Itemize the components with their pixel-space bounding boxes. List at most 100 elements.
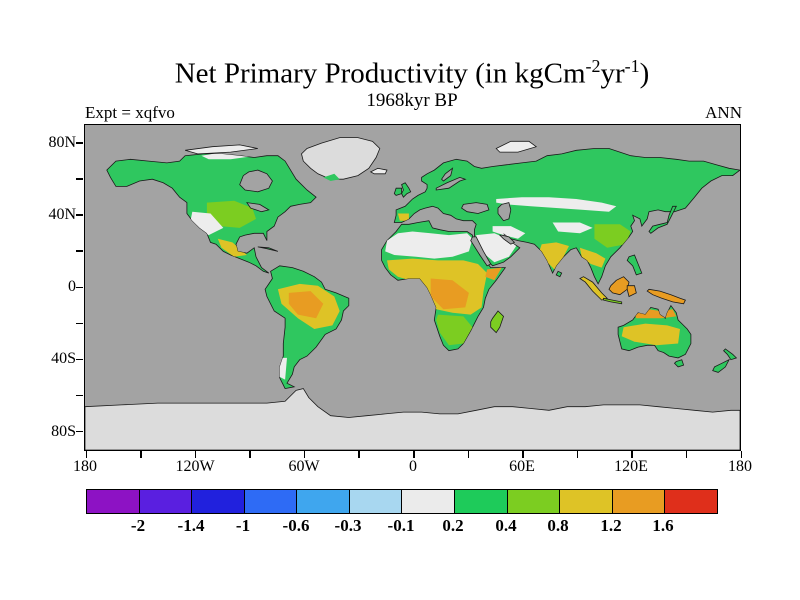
inland-sea-7 <box>470 236 492 267</box>
y-axis-tick <box>76 142 83 144</box>
x-axis-tick <box>85 451 87 458</box>
y-axis-tick <box>76 178 83 180</box>
colorbar-label-1: -1.4 <box>177 516 205 535</box>
npp-region-7 <box>385 231 473 259</box>
npp-region-5 <box>288 291 324 319</box>
npp-region-16 <box>539 242 569 270</box>
colorbar-segment-5 <box>349 490 403 513</box>
x-axis-tick <box>358 451 360 458</box>
island-4 <box>184 144 258 155</box>
lon-label-180w: 180 <box>73 458 97 475</box>
inland-sea-2 <box>435 176 467 191</box>
colorbar-segment-1 <box>139 490 193 513</box>
inland-sea-6 <box>498 234 516 245</box>
npp-region-9 <box>430 278 469 310</box>
x-axis-tick <box>576 451 579 458</box>
npp-region-11 <box>485 267 502 281</box>
npp-region-0 <box>206 200 256 228</box>
npp-region-17 <box>579 247 606 268</box>
colorbar-label-10: 1.6 <box>652 516 674 535</box>
y-axis-tick <box>76 394 83 397</box>
npp-region-19 <box>397 213 409 221</box>
colorbar-segment-9 <box>560 490 613 513</box>
lon-label-60w: 60W <box>288 458 320 475</box>
npp-region-13 <box>492 226 526 239</box>
x-axis-tick <box>140 451 142 458</box>
title-text: Net Primary Productivity (in kgCm <box>174 57 586 90</box>
lat-label-80s: 80S <box>51 423 76 440</box>
colorbar-label-5: -0.1 <box>387 516 415 535</box>
island-6 <box>579 276 608 301</box>
island-1 <box>401 182 412 198</box>
npp-region-10 <box>436 314 473 346</box>
lon-label-120w: 120W <box>175 458 215 475</box>
season-label: ANN <box>705 103 742 122</box>
title-superscript-2: -1 <box>624 56 640 76</box>
inland-sea-0 <box>239 169 273 193</box>
colorbar-segment-6 <box>402 490 456 513</box>
y-axis-tick <box>76 322 83 325</box>
npp-region-2 <box>217 238 247 257</box>
greenland <box>301 137 381 180</box>
colorbar-label-4: -0.3 <box>334 516 362 535</box>
lon-label-60e: 60E <box>509 458 535 475</box>
colorbar <box>86 489 718 514</box>
experiment-label: Expt = xqfvo <box>85 103 175 122</box>
colorbar-segment-10 <box>612 490 666 513</box>
npp-region-20 <box>621 323 680 346</box>
antarctica <box>85 388 740 450</box>
npp-region-12 <box>496 197 617 212</box>
title-text-mid: yr <box>600 57 625 90</box>
page-title: Net Primary Productivity (in kgCm-2yr-1) <box>0 56 800 91</box>
colorbar-label-6: 0.2 <box>442 516 464 535</box>
colorbar-label-9: 1.2 <box>600 516 622 535</box>
continent-sa <box>264 265 350 390</box>
y-axis-tick <box>76 430 83 433</box>
colorbar-label-0: -2 <box>130 516 146 535</box>
lon-label-180e: 180 <box>728 458 752 475</box>
x-axis-tick <box>685 451 688 458</box>
title-superscript-1: -2 <box>585 56 601 76</box>
colorbar-label-2: -1 <box>235 516 251 535</box>
colorbar-segment-11 <box>665 490 717 513</box>
y-axis-tick <box>76 286 83 288</box>
x-axis-tick <box>740 451 742 458</box>
x-axis-tick <box>467 451 470 458</box>
x-axis-tick <box>522 451 524 458</box>
island-11 <box>626 254 643 276</box>
colorbar-segment-7 <box>455 490 508 513</box>
island-10 <box>646 288 686 305</box>
greenland-south-tip <box>323 173 340 181</box>
x-axis-tick <box>249 451 251 458</box>
island-16 <box>712 358 731 373</box>
lon-label-0: 0 <box>409 458 417 475</box>
island-2 <box>393 187 403 196</box>
island-12 <box>490 310 504 334</box>
inland-sea-5 <box>497 202 512 222</box>
world-map <box>85 137 740 450</box>
colorbar-segment-0 <box>87 490 140 513</box>
inland-sea-1 <box>246 202 270 213</box>
island-13 <box>555 270 563 278</box>
npp-region-18 <box>594 224 631 248</box>
colorbar-label-3: -0.6 <box>282 516 310 535</box>
island-3 <box>495 140 538 153</box>
island-8 <box>608 276 630 296</box>
iceland <box>369 167 388 175</box>
island-7 <box>603 297 623 305</box>
lat-label-40n: 40N <box>48 206 76 223</box>
island-5 <box>648 205 677 234</box>
x-axis-tick <box>631 451 633 458</box>
island-15 <box>723 348 738 361</box>
lat-label-0: 0 <box>68 278 76 295</box>
island-14 <box>673 359 685 368</box>
y-axis-tick <box>76 214 83 216</box>
colorbar-segment-8 <box>507 490 561 513</box>
island-9 <box>626 285 637 298</box>
island-0 <box>257 246 279 252</box>
x-axis-tick <box>194 451 197 458</box>
lon-label-120e: 120E <box>614 458 648 475</box>
npp-region-21 <box>634 309 677 319</box>
inland-sea-3 <box>441 167 454 182</box>
